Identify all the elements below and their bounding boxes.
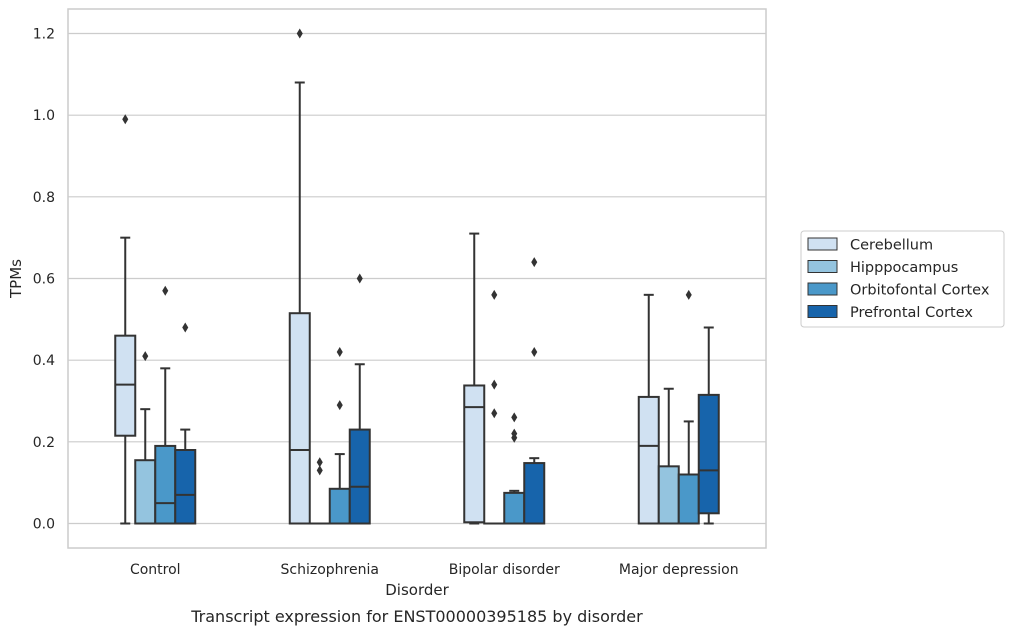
- legend-label: Cerebellum: [850, 238, 933, 254]
- box-orbitofontal-cortex-control: [154, 285, 177, 525]
- outlier-point: [182, 322, 189, 333]
- outlier-point: [356, 273, 363, 284]
- outlier-point: [685, 289, 692, 300]
- box-orbitofontal-cortex-bipolar-disorder: [503, 412, 526, 525]
- box-iqr: [677, 473, 700, 525]
- box-iqr: [523, 462, 546, 525]
- box-prefrontal-cortex-bipolar-disorder: [523, 257, 546, 525]
- box-prefrontal-cortex-control: [174, 322, 197, 525]
- box-plots: [114, 28, 720, 525]
- outlier-point: [511, 412, 518, 423]
- figure-caption: Transcript expression for ENST0000039518…: [190, 607, 643, 626]
- x-axis-title: Disorder: [385, 581, 449, 599]
- legend-item-prefrontal-cortex: Prefrontal Cortex: [807, 305, 973, 321]
- box-iqr: [657, 465, 680, 525]
- box-iqr: [503, 491, 526, 525]
- box-iqr: [134, 459, 157, 525]
- box-iqr: [348, 428, 371, 525]
- legend-label: Prefrontal Cortex: [850, 305, 973, 321]
- outlier-point: [491, 289, 498, 300]
- legend-frame: [800, 230, 1005, 328]
- y-tick-label: 0.8: [33, 190, 55, 206]
- legend-swatch: [807, 305, 838, 318]
- box-cerebellum-bipolar-disorder: [463, 232, 486, 525]
- box-cerebellum-control: [114, 114, 137, 525]
- outlier-point: [531, 257, 538, 268]
- box-hipppocampus-schizophrenia: [308, 457, 331, 525]
- y-tick-label: 0.6: [33, 272, 55, 288]
- outlier-point: [531, 347, 538, 357]
- box-iqr: [114, 334, 137, 437]
- legend-swatch: [807, 237, 838, 251]
- outlier-point: [491, 379, 498, 390]
- box-orbitofontal-cortex-major-depression: [677, 289, 700, 525]
- box-hipppocampus-control: [134, 351, 157, 525]
- y-axis-ticks: 0.0 0.2 0.4 0.6 0.8 1.0 1.2: [33, 27, 55, 533]
- plot-frame: [67, 8, 767, 549]
- legend-label: Hipppocampus: [850, 260, 958, 276]
- outlier-point: [296, 28, 303, 39]
- box-hipppocampus-bipolar-disorder: [483, 289, 506, 525]
- x-axis-ticks: Control Schizophrenia Bipolar disorder Majo…: [130, 562, 739, 578]
- x-tick-label: Schizophrenia: [281, 562, 379, 578]
- legend-swatch: [807, 282, 838, 296]
- y-tick-label: 0.4: [33, 353, 55, 369]
- legend-label: Orbitofontal Cortex: [850, 283, 990, 299]
- outlier-point: [336, 400, 343, 411]
- y-axis-title: TPMs: [7, 259, 25, 299]
- x-tick-label: Control: [130, 562, 181, 578]
- box-iqr: [174, 449, 197, 525]
- y-tick-label: 1.0: [33, 108, 55, 124]
- y-tick-label: 1.2: [33, 27, 55, 43]
- outlier-point: [511, 428, 518, 439]
- box-iqr: [637, 395, 660, 525]
- outlier-point: [491, 408, 498, 419]
- outlier-point: [162, 285, 169, 296]
- box-iqr: [697, 393, 720, 515]
- legend-item-cerebellum: Cerebellum: [807, 237, 933, 254]
- x-tick-label: Bipolar disorder: [449, 562, 560, 578]
- outlier-point: [316, 457, 323, 468]
- outlier-point: [142, 351, 149, 362]
- y-tick-label: 0.0: [33, 517, 55, 533]
- box-iqr: [288, 312, 311, 525]
- box-cerebellum-schizophrenia: [288, 28, 311, 525]
- outlier-point: [336, 347, 343, 357]
- box-cerebellum-major-depression: [637, 293, 660, 525]
- outlier-point: [122, 114, 129, 125]
- box-iqr: [154, 444, 177, 525]
- legend-item-orbitofontal-cortex: Orbitofontal Cortex: [807, 282, 990, 299]
- box-prefrontal-cortex-schizophrenia: [348, 273, 371, 525]
- outlier-point: [316, 465, 323, 476]
- box-orbitofontal-cortex-schizophrenia: [328, 347, 351, 525]
- legend-item-hipppocampus: Hipppocampus: [807, 260, 958, 276]
- box-iqr: [463, 384, 486, 524]
- x-tick-label: Major depression: [619, 562, 739, 578]
- box-prefrontal-cortex-major-depression: [697, 326, 720, 525]
- y-tick-label: 0.2: [33, 435, 55, 451]
- box-iqr: [328, 487, 351, 525]
- legend-items: Cerebellum Hipppocampus Orbitofontal Corte…: [807, 237, 990, 321]
- legend-swatch: [807, 260, 838, 273]
- legend: Cerebellum Hipppocampus Orbitofontal Corte…: [800, 230, 1005, 328]
- box-hipppocampus-major-depression: [657, 387, 680, 525]
